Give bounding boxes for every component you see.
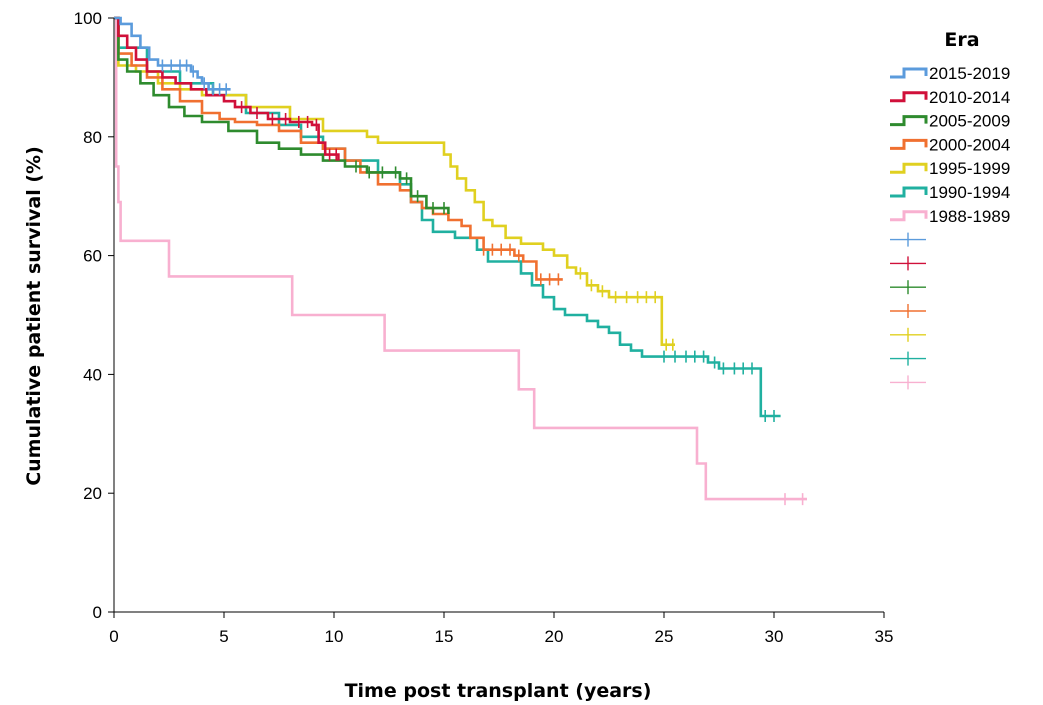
- x-axis-title: Time post transplant (years): [345, 680, 652, 702]
- series-2010-2014: [114, 16, 340, 161]
- series-2000-2004: [114, 16, 563, 286]
- legend-label-2015-2019: 2015-2019: [929, 64, 1010, 83]
- x-tick-label: 20: [545, 627, 564, 646]
- plot-area: [114, 16, 807, 506]
- legend-label-2005-2009: 2005-2009: [929, 112, 1010, 131]
- y-tick-label: 80: [83, 128, 102, 147]
- legend-swatch-1990-1994: [890, 186, 928, 198]
- legend-swatch-2000-2004: [890, 138, 928, 150]
- x-tick-label: 15: [435, 627, 454, 646]
- x-tick-label: 35: [875, 627, 894, 646]
- y-tick-label: 60: [83, 247, 102, 266]
- legend-title: Era: [944, 29, 979, 51]
- legend-label-1995-1999: 1995-1999: [929, 159, 1010, 178]
- x-tick-label: 25: [655, 627, 674, 646]
- series-2005-2009: [114, 16, 450, 215]
- legend: Era 2015-2019 2010-2014 2005-2009 2000-2004…: [890, 29, 1010, 390]
- legend-label-1990-1994: 1990-1994: [929, 183, 1010, 202]
- axes: 0 5 10 15 20 25 30 35 0 20 40 60 80 100: [74, 9, 894, 646]
- y-axis-title: Cumulative patient survival (%): [23, 146, 45, 486]
- legend-swatch-2005-2009: [890, 115, 928, 127]
- y-tick-label: 0: [93, 603, 102, 622]
- legend-label-2010-2014: 2010-2014: [929, 88, 1010, 107]
- legend-swatch-2015-2019: [890, 67, 928, 79]
- series-line-2015-2019: [114, 16, 231, 91]
- x-tick-label: 5: [219, 627, 228, 646]
- y-tick-label: 20: [83, 484, 102, 503]
- legend-label-2000-2004: 2000-2004: [929, 135, 1010, 154]
- series-line-2005-2009: [114, 16, 450, 214]
- legend-swatch-1988-1989: [890, 210, 928, 222]
- legend-swatch-1995-1999: [890, 162, 928, 174]
- series-2015-2019: [114, 16, 231, 96]
- y-tick-label: 100: [74, 9, 102, 28]
- series-line-1995-1999: [114, 16, 675, 346]
- x-tick-label: 30: [765, 627, 784, 646]
- legend-swatch-2010-2014: [890, 91, 928, 103]
- series-line-2010-2014: [114, 16, 340, 161]
- series-1995-1999: [114, 16, 675, 351]
- series-line-1988-1989: [114, 16, 807, 501]
- x-tick-label: 10: [325, 627, 344, 646]
- y-tick-label: 40: [83, 365, 102, 384]
- x-tick-label: 0: [109, 627, 118, 646]
- legend-label-1988-1989: 1988-1989: [929, 207, 1010, 226]
- series-1988-1989: [114, 16, 807, 506]
- series-line-2000-2004: [114, 16, 563, 281]
